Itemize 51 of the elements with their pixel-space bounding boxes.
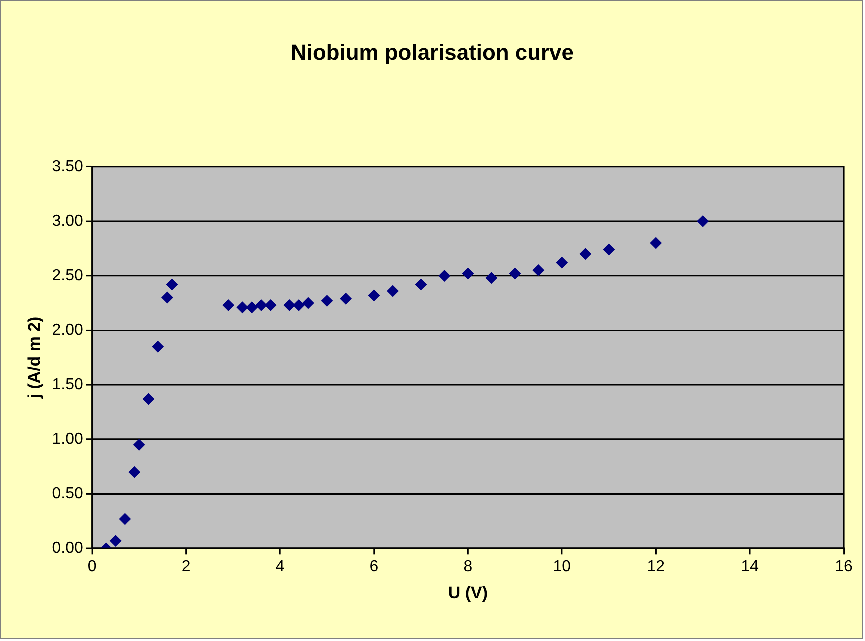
y-tick-label: 0.50 <box>52 486 84 503</box>
point <box>321 295 334 308</box>
x-tick-label: 2 <box>182 558 191 576</box>
y-tick-label: 3.50 <box>52 158 84 176</box>
x-tick-label: 14 <box>741 558 760 576</box>
point <box>284 299 296 312</box>
point <box>438 270 451 282</box>
y-tick-label: 1.50 <box>52 376 84 394</box>
point <box>462 268 474 280</box>
x-tick-label: 12 <box>647 558 666 576</box>
point <box>603 244 616 256</box>
point <box>368 290 380 302</box>
point <box>142 393 155 406</box>
point <box>133 439 146 452</box>
point <box>509 268 522 280</box>
y-tick-label: 2.50 <box>52 267 84 284</box>
y-tick-label: 2.00 <box>52 322 84 339</box>
point <box>119 513 132 526</box>
x-tick-label: 8 <box>464 558 473 576</box>
x-tick-label: 0 <box>88 558 97 576</box>
point <box>128 466 141 478</box>
x-tick-label: 16 <box>835 558 854 576</box>
point <box>162 292 174 304</box>
y-tick-label: 0.00 <box>52 540 84 558</box>
y-axis-title: j (A/d m 2) <box>24 316 44 400</box>
point <box>222 299 235 312</box>
x-tick-label: 10 <box>553 558 572 576</box>
point <box>556 256 568 269</box>
point <box>697 215 710 228</box>
point <box>302 297 314 310</box>
point <box>340 292 352 305</box>
point <box>110 535 122 548</box>
point <box>246 302 258 314</box>
y-tick-label: 3.00 <box>52 212 84 230</box>
point <box>236 302 249 314</box>
point <box>580 248 592 260</box>
chart-title: Niobium polarisation curve <box>291 40 574 66</box>
x-tick-label: 4 <box>276 558 285 576</box>
point <box>387 285 399 298</box>
point <box>166 278 178 291</box>
point <box>264 299 277 312</box>
x-axis-title: U (V) <box>448 584 488 603</box>
x-tick-label: 6 <box>370 558 379 576</box>
y-tick-label: 1.00 <box>52 430 84 448</box>
point <box>152 340 164 353</box>
point <box>532 264 545 276</box>
point <box>255 299 268 312</box>
point <box>650 237 662 250</box>
point <box>293 299 306 312</box>
point <box>486 272 498 284</box>
point <box>415 278 428 291</box>
